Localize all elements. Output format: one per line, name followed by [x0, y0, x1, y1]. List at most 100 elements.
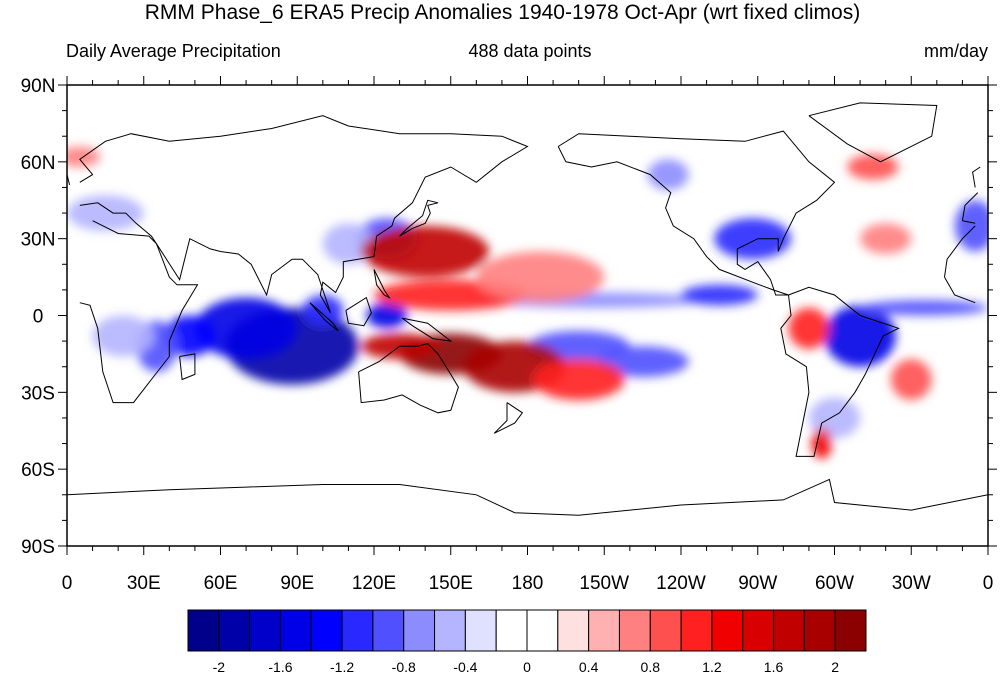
lon-label: 180 — [512, 573, 544, 594]
anomaly-region-20 — [361, 225, 490, 278]
lon-label: 150W — [579, 573, 629, 594]
coastline-eurasia-2 — [962, 220, 976, 224]
lat-label: 90S — [21, 537, 55, 558]
longitude-labels: 0 30E 60E 90E 120E 150E 180 150W 120W 90W 60W 30W 0 — [62, 573, 994, 594]
plot-title: RMM Phase_6 ERA5 Precip Anomalies 1940-1… — [144, 1, 861, 24]
colorbar-swatch — [773, 609, 805, 652]
colorbar-swatch — [403, 609, 436, 652]
colorbar-swatch — [341, 609, 374, 652]
anomaly-region-26 — [476, 251, 605, 303]
colorbar: -2 -1.6 -1.2 -0.8 -0.4 0 0.4 0.8 1.2 1.6 2 — [187, 609, 867, 675]
latitude-labels: 90N 60N 30N 0 30S 60S 90S — [21, 76, 56, 558]
axis-ticks — [58, 76, 997, 555]
colorbar-swatch — [372, 609, 405, 652]
coastline-africa-1 — [79, 220, 199, 404]
coastline-philippines — [373, 269, 391, 299]
subtitle-left: Daily Average Precipitation — [66, 41, 281, 61]
lon-label: 0 — [62, 573, 73, 594]
coastline-north-america — [557, 130, 836, 296]
anomaly-region-5 — [302, 295, 344, 326]
colorbar-label: -1.2 — [330, 659, 354, 675]
lon-label: 30E — [127, 573, 161, 594]
anomaly-region-8 — [366, 302, 408, 329]
lon-label: 60W — [815, 573, 854, 594]
anomaly-region-13 — [714, 218, 792, 260]
colorbar-label: 2 — [831, 659, 839, 675]
colorbar-swatch — [649, 609, 682, 652]
anomaly-layer — [67, 146, 988, 459]
anomaly-region-1 — [194, 297, 298, 360]
colorbar-swatch — [526, 609, 559, 652]
coastline-africa-0 — [944, 225, 976, 278]
colorbar-label: 1.6 — [764, 659, 784, 675]
colorbar-swatch — [464, 609, 497, 652]
coastline-africa-2 — [944, 276, 976, 304]
coastline-greenland — [808, 102, 938, 163]
colorbar-swatch — [187, 609, 220, 652]
coastline-borneo — [345, 296, 372, 327]
coastline-antarctica — [67, 478, 988, 516]
colorbar-swatch — [218, 609, 251, 652]
colorbar-label: 0 — [523, 659, 531, 675]
anomaly-region-29 — [890, 359, 932, 401]
anomaly-region-27 — [788, 307, 830, 349]
colorbar-swatch — [680, 609, 713, 652]
lat-label: 0 — [33, 307, 44, 328]
colorbar-label: 1.2 — [702, 659, 722, 675]
anomaly-region-14 — [824, 305, 896, 367]
lat-label: 30S — [21, 383, 55, 404]
colorbar-swatch — [588, 609, 620, 652]
lon-label: 150E — [429, 573, 473, 594]
colorbar-swatch — [279, 609, 312, 652]
lon-label: 120W — [656, 573, 706, 594]
anomaly-region-31 — [847, 154, 899, 180]
anomaly-region-19 — [647, 159, 689, 191]
anomaly-region-12 — [681, 284, 758, 306]
colorbar-swatch — [310, 609, 343, 652]
coastline-eurasia-0 — [961, 192, 979, 221]
subtitle-right: mm/day — [923, 41, 988, 61]
anomaly-region-10 — [596, 346, 689, 377]
coastline-madagascar — [179, 353, 196, 381]
lat-label: 60S — [21, 460, 55, 481]
colorbar-swatch — [495, 609, 528, 652]
lat-label: 30N — [21, 230, 56, 251]
coastline-japan — [399, 199, 439, 237]
coastline-australia — [358, 343, 459, 414]
lon-label: 90E — [280, 573, 314, 594]
lon-label: 90W — [738, 573, 777, 594]
colorbar-swatch — [434, 609, 466, 652]
lon-label: 120E — [352, 573, 396, 594]
coastline-new-guinea — [401, 317, 453, 342]
colorbar-swatch — [618, 609, 651, 652]
coastline-sumatra — [309, 302, 339, 332]
colorbar-label: -0.4 — [453, 659, 477, 675]
lon-label: 0 — [983, 573, 994, 594]
anomaly-region-30 — [860, 223, 912, 255]
anomaly-region-25 — [532, 359, 625, 401]
colorbar-label: -1.6 — [268, 659, 292, 675]
colorbar-label: 0.8 — [641, 659, 661, 675]
colorbar-swatch — [834, 609, 867, 652]
lat-label: 90N — [21, 76, 56, 97]
anomaly-region-17 — [954, 200, 988, 252]
coastline-eurasia-1 — [79, 115, 529, 314]
colorbar-swatch — [249, 609, 281, 652]
coastline-uk-2 — [972, 166, 981, 188]
colorbar-label: -2 — [213, 659, 226, 675]
colorbar-swatch — [557, 609, 590, 652]
colorbar-label: -0.8 — [392, 659, 416, 675]
anomaly-region-15 — [860, 300, 988, 316]
anomaly-region-7 — [322, 223, 374, 265]
colorbar-label: 0.4 — [579, 659, 599, 675]
colorbar-swatch — [711, 609, 744, 652]
anomaly-region-18 — [67, 195, 144, 231]
coastline-south-america — [780, 286, 900, 457]
colorbar-swatch — [803, 609, 836, 652]
anomaly-region-4 — [92, 315, 154, 357]
anomaly-region-28 — [811, 428, 832, 459]
subtitle-center: 488 data points — [468, 41, 592, 61]
lon-label: 60E — [204, 573, 238, 594]
lat-label: 60N — [21, 153, 56, 174]
